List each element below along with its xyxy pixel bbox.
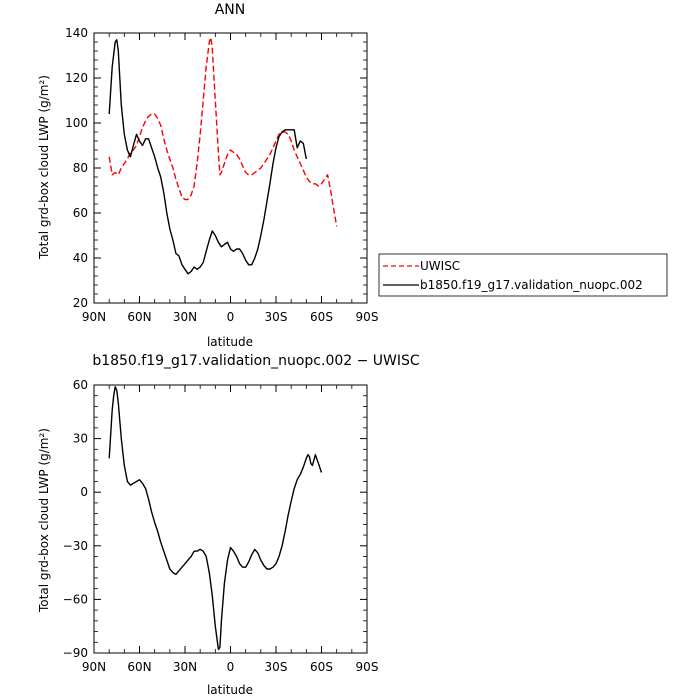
top-y-tick-label: 40 [73,251,88,265]
legend: UWISC b1850.f19_g17.validation_nuopc.002 [378,253,668,297]
bottom-x-tick-label: 60S [310,660,333,674]
bottom-chart: b1850.f19_g17.validation_nuopc.002 − UWI… [37,353,420,697]
top-plot-frame [93,32,368,304]
top-y-tick-label: 80 [73,161,88,175]
top-chart-series [108,36,338,275]
top-chart-title: ANN [215,2,246,18]
bottom-y-tick-label: 30 [73,432,88,446]
top-x-tick-label: 60N [127,310,151,324]
top-y-tick-label: 60 [73,206,88,220]
bottom-x-tick-label: 0 [227,660,235,674]
bottom-chart-title: b1850.f19_g17.validation_nuopc.002 − UWI… [92,353,420,369]
top-x-tick-label: 90N [82,310,106,324]
bottom-y-tick-label: −30 [63,539,88,553]
bottom-chart-x-axis-label: latitude [207,683,253,697]
legend-label-model: b1850.f19_g17.validation_nuopc.002 [420,278,643,292]
top-x-tick-label: 0 [227,310,235,324]
top-y-tick-label: 140 [65,26,88,40]
bottom-y-tick-label: −90 [63,646,88,660]
bottom-y-tick-label: −60 [63,592,88,606]
top-series-line-1 [108,39,307,275]
bottom-chart-series [108,386,323,651]
bottom-plot-frame [93,384,368,654]
bottom-y-tick-label: 60 [73,378,88,392]
top-chart-x-axis-label: latitude [207,335,253,349]
bottom-x-tick-label: 30S [265,660,288,674]
top-x-tick-label: 60S [310,310,333,324]
top-series-line-0 [108,36,338,227]
legend-box [378,253,668,297]
top-x-tick-label: 90S [356,310,379,324]
bottom-x-tick-label: 30N [173,660,197,674]
top-x-tick-label: 30N [173,310,197,324]
top-chart-y-axis-label: Total grd-box cloud LWP (g/m²) [37,75,51,260]
top-x-tick-label: 30S [265,310,288,324]
bottom-chart-axes: 90N 60N 30N 0 30S 60S 90S −90 −60 −30 0 30 60 [63,378,379,674]
top-y-tick-label: 120 [65,71,88,85]
top-chart: ANN 90N 60N 30N 0 30S 60S 90S 20 40 60 80 100 120 140… [37,2,378,349]
legend-label-uwisc: UWISC [420,259,460,273]
bottom-series-line-0 [108,386,323,651]
top-y-tick-label: 20 [73,296,88,310]
bottom-y-tick-label: 0 [80,485,88,499]
top-y-tick-label: 100 [65,116,88,130]
bottom-x-tick-label: 60N [127,660,151,674]
bottom-chart-y-axis-label: Total grd-box cloud LWP (g/m²) [37,428,51,613]
top-chart-axes: 90N 60N 30N 0 30S 60S 90S 20 40 60 80 100 120 140 [65,26,378,324]
bottom-x-tick-label: 90S [356,660,379,674]
bottom-x-tick-label: 90N [82,660,106,674]
